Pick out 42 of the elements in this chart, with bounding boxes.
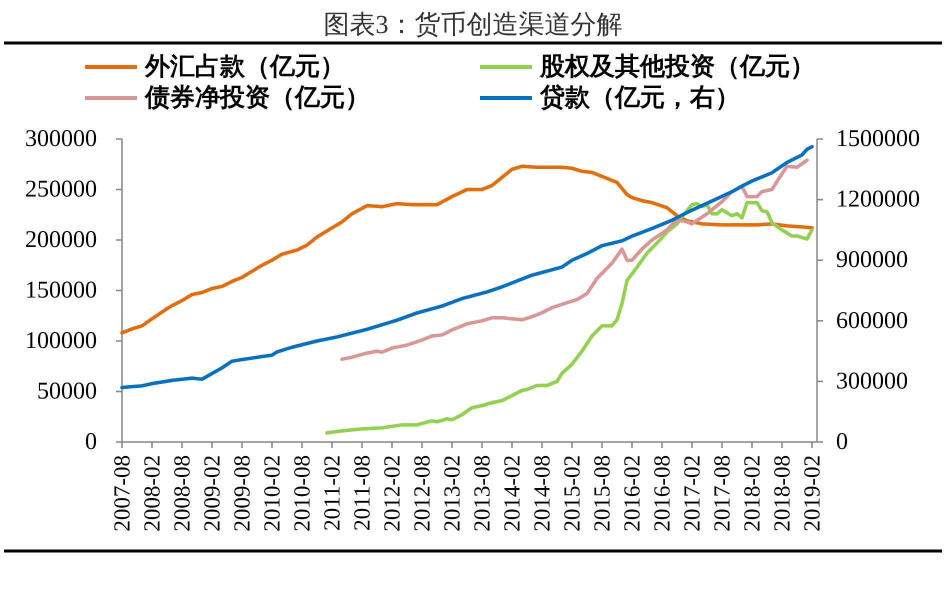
- y-tick-label: 50000: [37, 378, 97, 404]
- x-tick-label: 2010-02: [260, 455, 284, 532]
- x-tick-label: 2012-08: [410, 455, 434, 532]
- x-tick-label: 2008-02: [140, 455, 164, 532]
- y2-tick-label: 600000: [836, 308, 908, 334]
- y-tick-label: 250000: [25, 176, 97, 202]
- legend-label: 外汇占款（亿元）: [144, 52, 345, 80]
- x-tick-label: 2017-02: [680, 455, 704, 532]
- x-tick-label: 2008-08: [170, 455, 194, 532]
- x-tick-label: 2011-02: [320, 455, 344, 531]
- x-tick-label: 2013-08: [470, 455, 494, 532]
- title: 图表3：货币创造渠道分解: [324, 10, 622, 39]
- x-tick-label: 2012-02: [380, 455, 404, 532]
- legend-label: 债券净投资（亿元）: [144, 84, 370, 112]
- x-tick-label: 2009-02: [200, 455, 224, 532]
- y-tick-label: 150000: [25, 278, 97, 304]
- x-tick-label: 2018-08: [770, 455, 794, 532]
- x-tick-label: 2014-08: [530, 455, 554, 532]
- legend-label: 股权及其他投资（亿元）: [539, 52, 815, 80]
- x-tick-label: 2017-08: [710, 455, 734, 532]
- x-tick-label: 2009-08: [230, 455, 254, 532]
- x-tick-label: 2018-02: [740, 455, 764, 532]
- y2-tick-label: 1200000: [836, 186, 920, 213]
- y2-tick-label: 0: [836, 429, 848, 455]
- y2-tick-label: 1500000: [836, 126, 920, 152]
- y2-tick-label: 300000: [836, 368, 908, 394]
- x-tick-label: 2016-08: [650, 455, 674, 532]
- y-tick-label: 300000: [25, 126, 97, 152]
- x-tick-label: 2015-08: [590, 455, 614, 532]
- x-tick-label: 2016-02: [620, 455, 644, 532]
- y-tick-label: 0: [85, 429, 97, 455]
- x-tick-label: 2015-02: [560, 455, 584, 532]
- y-tick-label: 200000: [25, 227, 97, 253]
- x-tick-label: 2011-08: [350, 455, 374, 531]
- x-tick-label: 2010-08: [290, 455, 314, 532]
- x-tick-label: 2013-02: [440, 455, 464, 532]
- y2-tick-label: 900000: [836, 247, 908, 274]
- x-tick-label: 2014-02: [500, 455, 524, 532]
- x-tick-label: 2019-02: [800, 455, 824, 532]
- y-tick-label: 100000: [25, 328, 97, 354]
- x-tick-label: 2007-08: [110, 455, 134, 532]
- legend-label: 贷款（亿元，右）: [539, 84, 740, 112]
